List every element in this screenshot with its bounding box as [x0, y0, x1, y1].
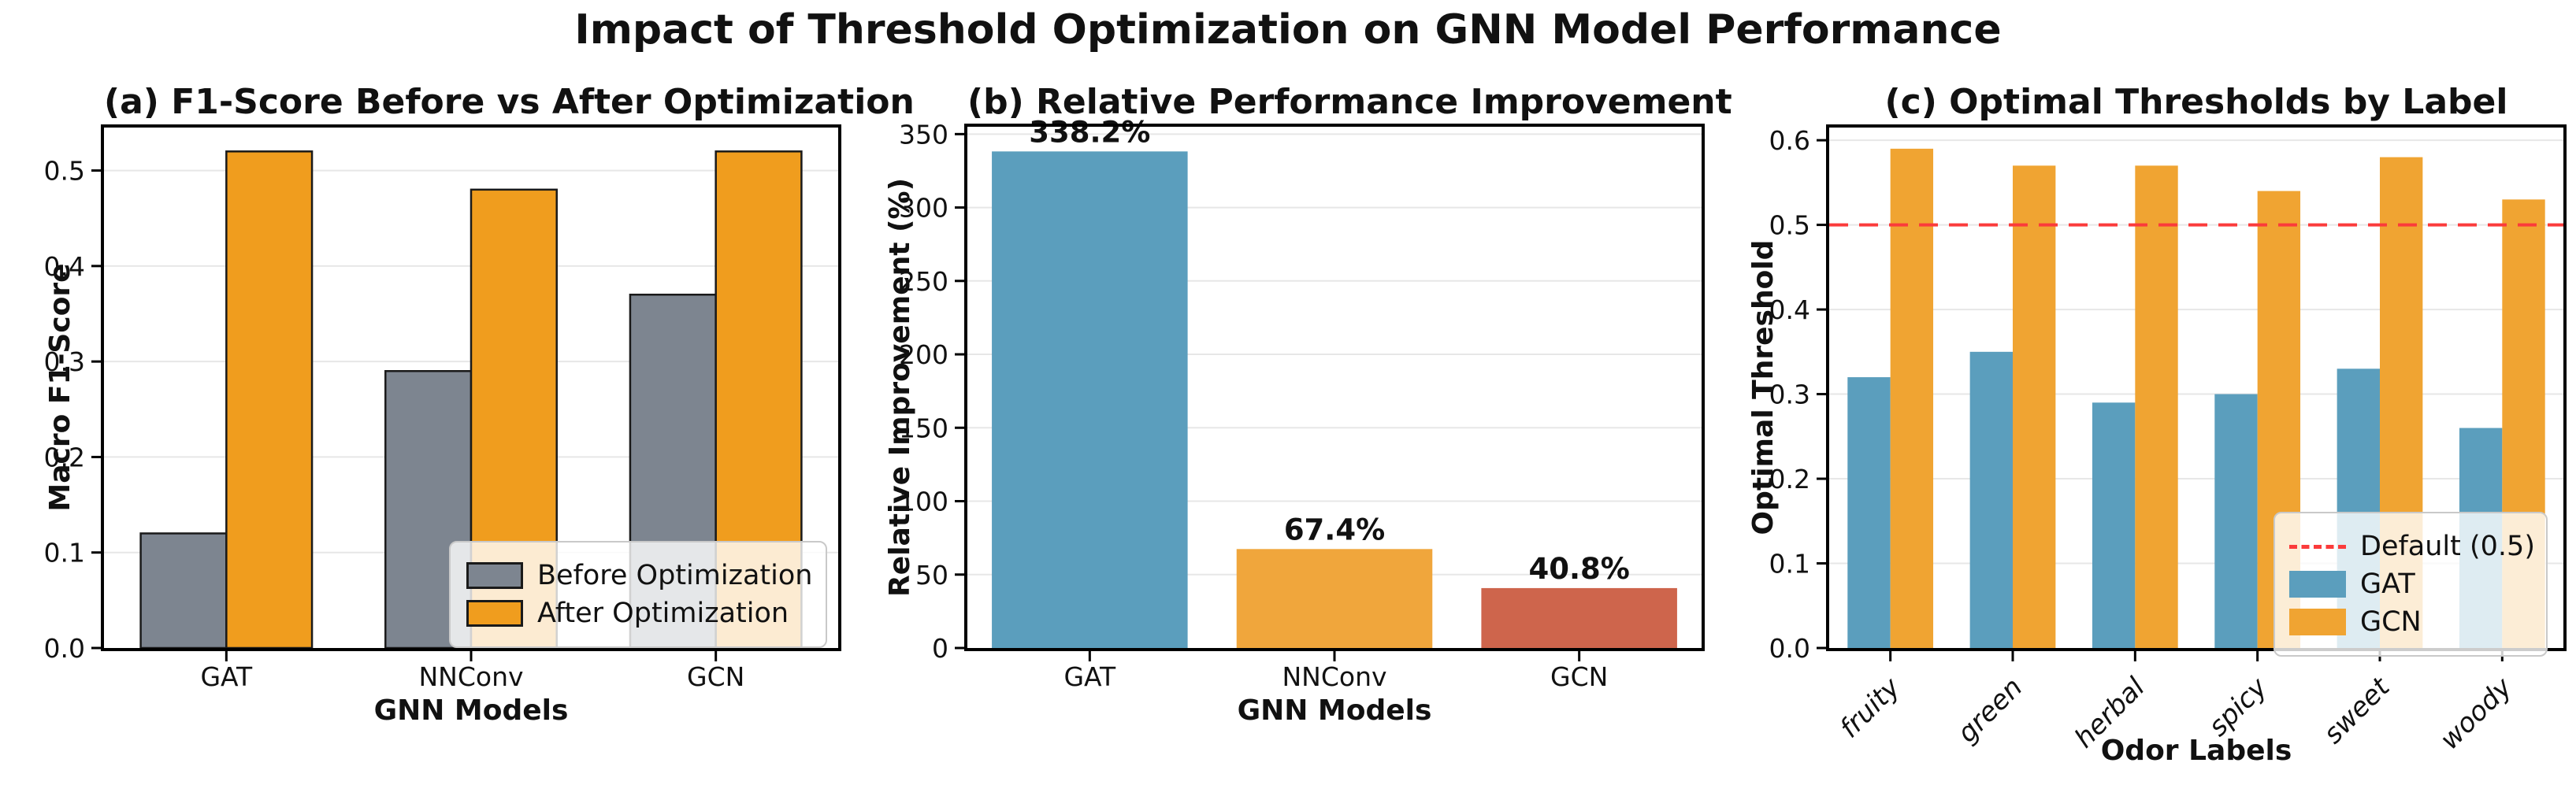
y-tick-label: 0.6	[1769, 125, 1810, 156]
legend-label-gat: GAT	[2360, 568, 2415, 600]
legend-panel-c: Default (0.5) GAT GCN	[2273, 512, 2548, 657]
axes-frame-a	[101, 124, 841, 651]
figure-title: Impact of Threshold Optimization on GNN …	[574, 6, 2002, 54]
y-tick-label: 0.3	[1769, 380, 1810, 410]
y-tick-label: 300	[899, 193, 948, 224]
axes-frame-b	[964, 124, 1705, 651]
y-tick-label: 0.1	[1769, 549, 1810, 579]
x-tick-label: NNConv	[1282, 661, 1386, 692]
legend-label-before: Before Optimization	[537, 560, 813, 591]
bar-a-GAT-Before Optimization	[139, 532, 228, 650]
x-tick-label: fruity	[1834, 671, 1907, 744]
panel-a-title: (a) F1-Score Before vs After Optimizatio…	[104, 82, 915, 122]
legend-label-after: After Optimization	[537, 598, 789, 629]
y-tick-label: 0.3	[44, 346, 85, 377]
bar-c-spicy-GAT	[2214, 394, 2258, 648]
panel-b-title: (b) Relative Performance Improvement	[967, 82, 1732, 122]
x-tick-label: GCN	[687, 661, 744, 692]
legend-panel-a: Before Optimization After Optimization	[449, 541, 827, 648]
y-tick-label: 100	[899, 487, 948, 517]
legend-row-after: After Optimization	[466, 598, 810, 629]
bar-c-herbal-GAT	[2092, 402, 2136, 648]
gcn-swatch	[2289, 609, 2346, 635]
before-optimization-swatch	[466, 562, 523, 589]
y-tick-label: 200	[899, 339, 948, 370]
y-tick-label: 0.1	[44, 538, 85, 568]
y-tick-label: 0.5	[44, 156, 85, 187]
bar-c-fruity-GAT	[1847, 377, 1891, 648]
legend-row-gat: GAT	[2289, 568, 2532, 600]
x-tick-label: NNConv	[418, 661, 523, 692]
y-tick-label: 350	[899, 119, 948, 150]
bar-c-herbal-GCN	[2135, 165, 2178, 649]
bar-c-green-GAT	[1969, 351, 2013, 648]
y-tick-label: 0.0	[44, 633, 85, 664]
y-tick-label: 50	[915, 560, 948, 591]
bar-b-NNConv	[1236, 549, 1433, 648]
legend-row-gcn: GCN	[2289, 606, 2532, 638]
bar-b-GCN	[1481, 587, 1677, 648]
y-tick-label: 0.2	[1769, 464, 1810, 494]
x-tick-label: GAT	[200, 661, 253, 692]
panel-c-title: (c) Optimal Thresholds by Label	[1884, 82, 2508, 122]
bar-value-label: 338.2%	[1029, 115, 1150, 149]
y-tick-label: 0.2	[44, 442, 85, 472]
after-optimization-swatch	[466, 600, 523, 627]
gat-swatch	[2289, 571, 2346, 598]
bar-value-label: 40.8%	[1528, 552, 1629, 586]
bar-value-label: 67.4%	[1284, 513, 1385, 546]
x-tick-label: spicy	[2203, 671, 2274, 742]
y-tick-label: 150	[899, 413, 948, 443]
x-tick-label: GCN	[1550, 661, 1608, 692]
legend-label-default: Default (0.5)	[2360, 531, 2535, 562]
panel-c-ylabel: Optimal Threshold	[1746, 239, 1780, 535]
y-tick-label: 0.4	[44, 251, 85, 282]
legend-label-gcn: GCN	[2360, 606, 2422, 638]
axes-frame-c	[1826, 124, 2567, 651]
panel-b-xlabel: GNN Models	[1237, 694, 1432, 727]
y-tick-label: 0.4	[1769, 294, 1810, 325]
bar-c-fruity-GCN	[1890, 148, 1934, 648]
legend-row-default: Default (0.5)	[2289, 531, 2535, 562]
legend-row-before: Before Optimization	[466, 560, 813, 591]
bar-c-green-GCN	[2013, 165, 2056, 649]
panel-a-ylabel: Macro F1-Score	[43, 263, 76, 512]
panel-a-xlabel: GNN Models	[373, 694, 569, 727]
y-tick-label: 0	[932, 633, 948, 664]
panel-c-xlabel: Odor Labels	[2100, 735, 2292, 767]
y-tick-label: 0.0	[1769, 633, 1810, 664]
bar-a-GAT-After Optimization	[225, 150, 314, 650]
bar-b-GAT	[992, 151, 1188, 649]
y-tick-label: 250	[899, 266, 948, 297]
dashed-line-sample	[2289, 544, 2346, 549]
y-tick-label: 0.5	[1769, 210, 1810, 241]
x-tick-label: GAT	[1063, 661, 1116, 692]
panel-b-ylabel: Relative Improvement (%)	[883, 177, 916, 598]
